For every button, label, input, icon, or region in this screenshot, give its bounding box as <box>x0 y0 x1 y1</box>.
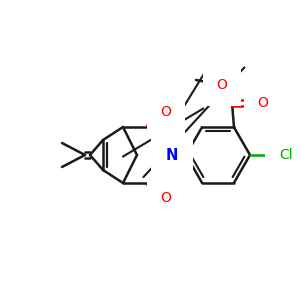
Text: O: O <box>160 191 171 205</box>
Text: O: O <box>160 105 171 119</box>
Text: O: O <box>217 78 227 92</box>
Text: O: O <box>258 96 268 110</box>
Text: N: N <box>166 148 178 163</box>
Text: Cl: Cl <box>279 148 292 162</box>
